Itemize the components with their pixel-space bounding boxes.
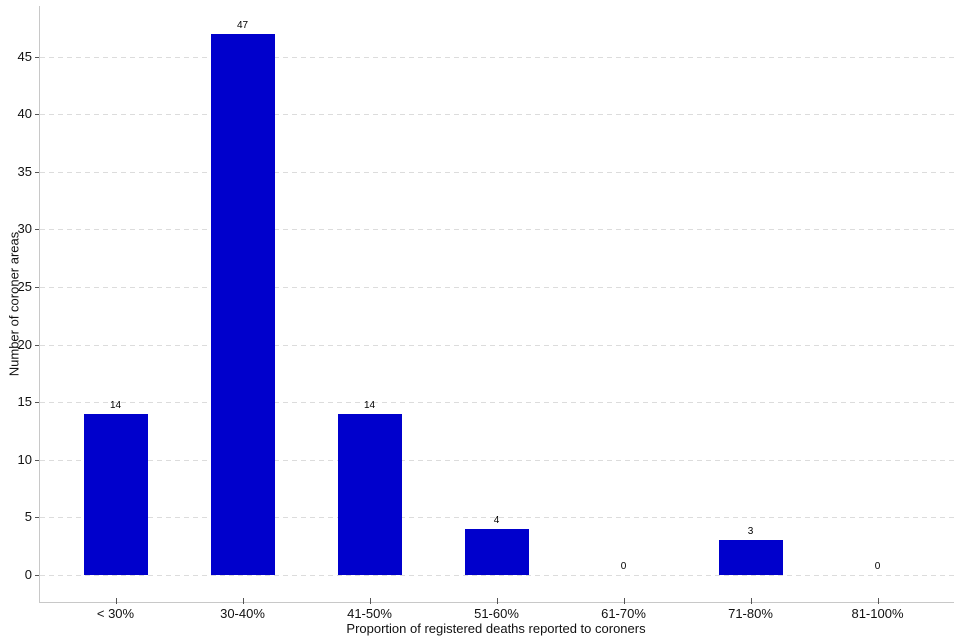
y-tick-mark xyxy=(35,114,39,116)
bar xyxy=(337,414,402,575)
gridline xyxy=(40,402,954,404)
gridline xyxy=(40,171,954,173)
y-tick-mark xyxy=(35,517,39,519)
gridline xyxy=(40,517,954,519)
y-tick-mark xyxy=(35,287,39,288)
y-tick-label: 40 xyxy=(17,106,32,122)
y-tick-mark xyxy=(35,171,39,173)
bar-value-label: 47 xyxy=(236,20,249,31)
gridline xyxy=(40,344,954,346)
x-tick-mark xyxy=(369,598,371,604)
bar-value-label: 14 xyxy=(363,400,376,411)
bar xyxy=(718,540,783,575)
gridline xyxy=(40,114,954,116)
x-tick-label: 61-70% xyxy=(601,606,646,621)
y-tick-mark xyxy=(35,56,39,58)
y-tick-mark xyxy=(35,575,39,576)
gridline xyxy=(40,575,954,576)
bar xyxy=(83,414,148,575)
y-axis-title: Number of coroner areas xyxy=(6,231,22,377)
x-tick-mark xyxy=(877,598,879,604)
x-tick-label: 51-60% xyxy=(474,606,519,621)
x-tick-label: < 30% xyxy=(96,606,135,621)
x-tick-mark xyxy=(242,598,244,604)
plot-panel xyxy=(39,6,954,603)
bar-value-label: 14 xyxy=(109,400,122,411)
y-tick-label: 45 xyxy=(17,48,32,64)
bar-value-label: 0 xyxy=(620,561,627,572)
y-tick-label: 35 xyxy=(17,163,32,179)
bar xyxy=(210,34,275,575)
y-tick-mark xyxy=(35,344,39,346)
x-tick-mark xyxy=(750,598,752,604)
x-tick-mark xyxy=(115,598,117,604)
y-tick-label: 15 xyxy=(17,394,32,410)
gridline xyxy=(40,56,954,58)
y-tick-label: 20 xyxy=(17,336,32,352)
gridline xyxy=(40,287,954,288)
y-tick-label: 30 xyxy=(17,221,32,237)
bar-value-label: 4 xyxy=(493,515,500,526)
x-tick-label: 71-80% xyxy=(728,606,773,621)
x-tick-mark xyxy=(496,598,498,604)
y-tick-mark xyxy=(35,459,39,461)
y-tick-mark xyxy=(35,402,39,404)
x-tick-label: 30-40% xyxy=(220,606,265,621)
y-tick-label: 0 xyxy=(24,567,32,582)
x-tick-label: 41-50% xyxy=(347,606,392,621)
bar-value-label: 0 xyxy=(874,561,881,572)
bar xyxy=(464,529,529,575)
bar-value-label: 3 xyxy=(747,526,754,537)
x-tick-mark xyxy=(623,598,625,604)
x-axis-title: Proportion of registered deaths reported… xyxy=(346,621,646,636)
gridline xyxy=(40,229,954,231)
y-tick-label: 10 xyxy=(17,451,32,467)
x-tick-label: 81-100% xyxy=(851,606,904,621)
y-tick-label: 25 xyxy=(17,279,32,294)
y-tick-mark xyxy=(35,229,39,231)
gridline xyxy=(40,459,954,461)
y-tick-label: 5 xyxy=(24,509,32,525)
